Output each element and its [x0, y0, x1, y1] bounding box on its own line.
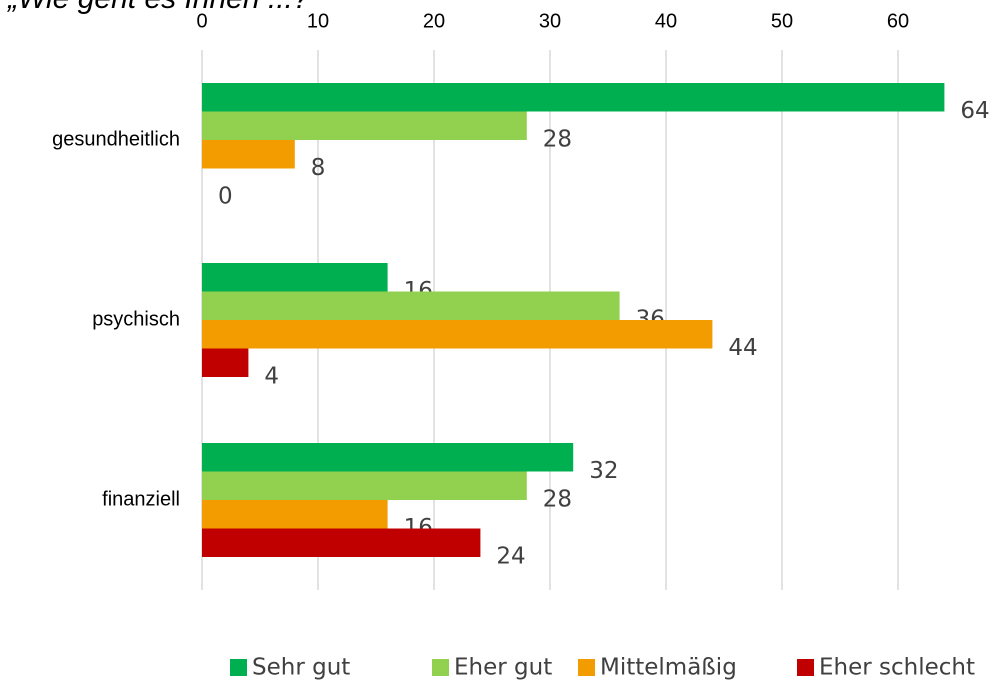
y-tick-label: psychisch: [92, 308, 180, 330]
data-label: 4: [264, 363, 279, 389]
bar: [202, 320, 713, 349]
bar: [202, 528, 481, 557]
bar: [202, 140, 295, 169]
data-label: 28: [543, 486, 572, 512]
legend-swatch: [230, 659, 247, 676]
x-tick-label: 30: [539, 10, 561, 32]
bar: [202, 500, 388, 529]
legend-swatch: [578, 659, 595, 676]
bar: [202, 83, 945, 112]
bar: [202, 348, 249, 377]
legend-label: Eher gut: [454, 655, 552, 681]
bar: [202, 291, 620, 320]
x-tick-label: 20: [423, 10, 445, 32]
legend-swatch: [797, 659, 814, 676]
legend-swatch: [432, 659, 449, 676]
data-label: 44: [728, 335, 757, 361]
data-label: 28: [543, 126, 572, 152]
x-tick-label: 10: [307, 10, 329, 32]
data-label: 64: [960, 98, 989, 124]
y-tick-label: gesundheitlich: [52, 128, 180, 150]
legend-label: Sehr gut: [252, 655, 350, 681]
data-label: 8: [311, 155, 326, 181]
data-label: 0: [218, 183, 233, 209]
data-label: 32: [589, 458, 618, 484]
x-tick-label: 50: [771, 10, 793, 32]
x-tick-label: 40: [655, 10, 677, 32]
bar: [202, 443, 574, 472]
y-tick-label: finanziell: [102, 488, 180, 510]
legend-label: Eher schlecht: [819, 655, 975, 681]
data-label: 24: [496, 543, 525, 569]
bar: [202, 263, 388, 292]
legend-label: Mittelmäßig: [600, 655, 737, 681]
x-tick-label: 60: [887, 10, 909, 32]
bar: [202, 471, 527, 500]
bar: [202, 111, 527, 140]
x-tick-label: 0: [196, 10, 207, 32]
chart-title: „Wie geht es Ihnen ...?: [6, 0, 310, 15]
